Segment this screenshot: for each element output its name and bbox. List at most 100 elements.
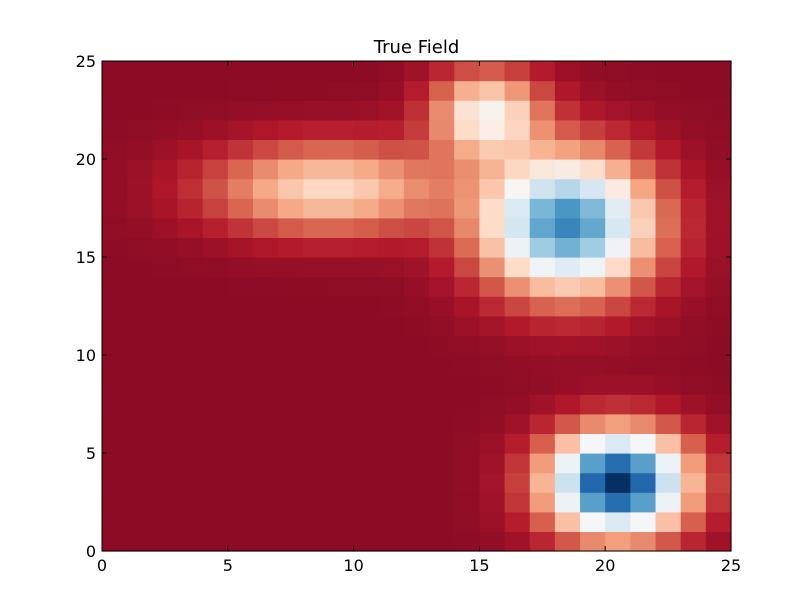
heatmap-cell xyxy=(630,61,657,82)
heatmap-cell xyxy=(504,453,531,474)
heatmap-cell xyxy=(278,433,304,454)
heatmap-cell xyxy=(504,355,531,376)
heatmap-cell xyxy=(655,198,682,219)
heatmap-cell xyxy=(630,119,657,140)
heatmap-cell xyxy=(554,315,581,336)
heatmap-cell xyxy=(378,276,405,297)
heatmap-cell xyxy=(177,413,204,434)
heatmap-cell xyxy=(429,276,455,297)
heatmap-cell xyxy=(378,217,405,238)
heatmap-cell xyxy=(454,159,480,180)
heatmap-cell xyxy=(655,492,682,513)
heatmap-cell xyxy=(655,100,682,121)
heatmap-cell xyxy=(630,296,657,317)
heatmap-cell xyxy=(378,413,405,434)
heatmap-cell xyxy=(705,335,732,356)
heatmap-cell xyxy=(504,276,531,297)
heatmap-cell xyxy=(378,257,405,278)
heatmap-cell xyxy=(504,511,531,532)
heatmap-cell xyxy=(529,531,556,552)
heatmap-cell xyxy=(252,198,279,219)
heatmap-cell xyxy=(202,100,229,121)
heatmap-cell xyxy=(479,335,506,356)
heatmap-cell xyxy=(580,453,606,474)
heatmap-cell xyxy=(605,100,631,121)
heatmap-cell xyxy=(278,335,304,356)
heatmap-cell xyxy=(177,374,204,395)
heatmap-cell xyxy=(127,374,153,395)
plot-frame xyxy=(101,60,732,552)
heatmap-cell xyxy=(252,453,279,474)
heatmap-cell xyxy=(504,413,531,434)
heatmap-cell xyxy=(504,472,531,493)
heatmap-cell xyxy=(202,453,229,474)
heatmap-cell xyxy=(705,511,732,532)
heatmap-cell xyxy=(705,492,732,513)
heatmap-cell xyxy=(630,413,657,434)
heatmap-cell xyxy=(429,217,455,238)
heatmap-cell xyxy=(554,296,581,317)
heatmap-cell xyxy=(353,472,380,493)
heatmap-cell xyxy=(554,217,581,238)
heatmap-cell xyxy=(102,296,128,317)
heatmap-cell xyxy=(429,492,455,513)
heatmap-cell xyxy=(479,276,506,297)
heatmap-cell xyxy=(227,198,254,219)
heatmap-cell xyxy=(102,433,128,454)
heatmap-cell xyxy=(529,217,556,238)
heatmap-cell xyxy=(403,394,430,415)
heatmap-cell xyxy=(655,217,682,238)
heatmap-cell xyxy=(680,217,707,238)
heatmap-cell xyxy=(705,257,732,278)
heatmap-cell xyxy=(605,257,631,278)
heatmap-cell xyxy=(403,178,430,199)
heatmap-cell xyxy=(202,119,229,140)
heatmap-cell xyxy=(378,453,405,474)
heatmap-cell xyxy=(630,217,657,238)
heatmap-cell xyxy=(353,119,380,140)
heatmap-cell xyxy=(202,296,229,317)
heatmap-cell xyxy=(202,394,229,415)
heatmap-cell xyxy=(580,355,606,376)
heatmap-cell xyxy=(303,296,330,317)
heatmap-cell xyxy=(303,119,330,140)
heatmap-cell xyxy=(152,119,179,140)
heatmap-cell xyxy=(429,394,455,415)
heatmap-cell xyxy=(378,531,405,552)
heatmap-cell xyxy=(680,433,707,454)
heatmap-cell xyxy=(479,257,506,278)
heatmap-cell xyxy=(655,257,682,278)
heatmap-cell xyxy=(504,374,531,395)
heatmap-cell xyxy=(705,119,732,140)
heatmap-cell xyxy=(655,61,682,82)
heatmap-cell xyxy=(403,433,430,454)
heatmap-cell xyxy=(303,61,330,82)
heatmap-cell xyxy=(303,355,330,376)
heatmap-cell xyxy=(504,237,531,258)
heatmap-cell xyxy=(429,198,455,219)
heatmap-cell xyxy=(278,139,304,160)
heatmap-cell xyxy=(605,355,631,376)
heatmap-cell xyxy=(378,296,405,317)
heatmap-cell xyxy=(655,433,682,454)
heatmap-cell xyxy=(630,531,657,552)
heatmap-cell xyxy=(605,531,631,552)
heatmap-cell xyxy=(278,413,304,434)
heatmap-cell xyxy=(202,511,229,532)
heatmap-cell xyxy=(403,237,430,258)
heatmap-cell xyxy=(127,237,153,258)
heatmap-cell xyxy=(152,61,179,82)
heatmap-cell xyxy=(479,80,506,101)
heatmap-cell xyxy=(378,100,405,121)
heatmap-cell xyxy=(328,198,355,219)
heatmap-cell xyxy=(454,257,480,278)
heatmap-cell xyxy=(328,119,355,140)
heatmap-cell xyxy=(630,100,657,121)
heatmap-cell xyxy=(252,119,279,140)
heatmap-cell xyxy=(278,453,304,474)
heatmap-cell xyxy=(278,217,304,238)
heatmap-cell xyxy=(303,315,330,336)
heatmap-cell xyxy=(605,119,631,140)
heatmap-cell xyxy=(680,355,707,376)
heatmap-cell xyxy=(454,511,480,532)
